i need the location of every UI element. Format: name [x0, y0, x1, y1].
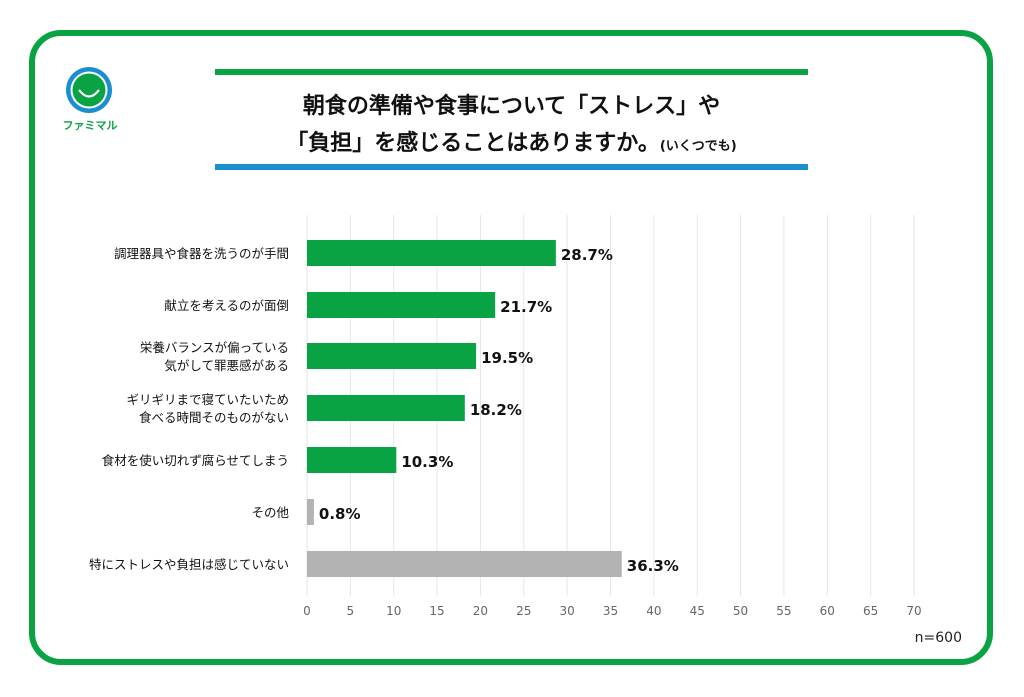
x-tick-label: 10 — [386, 604, 401, 618]
chart-title-note: (いくつでも) — [659, 139, 737, 154]
x-tick-label: 15 — [429, 604, 444, 618]
x-tick-label: 70 — [906, 604, 921, 618]
category-label-line: 栄養バランスが偏っている — [140, 340, 289, 355]
category-label-line: 気がして罪悪感がある — [164, 358, 289, 373]
category-label: 調理器具や食器を洗うのが手間 — [114, 246, 289, 261]
category-label-line: ギリギリまで寝ていたいため — [126, 392, 289, 407]
x-tick-label: 60 — [820, 604, 835, 618]
title-top-rule — [215, 69, 808, 75]
category-label: 特にストレスや負担は感じていない — [89, 557, 289, 572]
x-tick-label: 30 — [560, 604, 575, 618]
category-label: その他 — [251, 505, 289, 520]
x-tick-label: 0 — [303, 604, 311, 618]
data-label: 36.3% — [627, 557, 679, 575]
chart-title-line2: 「負担」を感じることはありますか。(いくつでも) — [215, 125, 808, 157]
bar — [307, 499, 314, 525]
bar — [307, 240, 556, 266]
category-label: 献立を考えるのが面倒 — [164, 298, 289, 313]
x-tick-label: 45 — [690, 604, 705, 618]
data-label: 0.8% — [319, 505, 361, 523]
bar — [307, 343, 477, 369]
x-tick-label: 55 — [776, 604, 791, 618]
category-label-line: 特にストレスや負担は感じていない — [89, 557, 289, 572]
category-label-line: 食材を使い切れず腐らせてしまう — [102, 453, 289, 468]
chart-title-line1: 朝食の準備や食事について「ストレス」や — [302, 94, 721, 119]
x-tick-label: 25 — [516, 604, 531, 618]
bar — [307, 551, 622, 577]
data-label: 21.7% — [500, 298, 552, 316]
category-label-line: その他 — [251, 505, 289, 520]
bar — [307, 395, 465, 421]
x-tick-label: 20 — [473, 604, 488, 618]
data-label: 28.7% — [561, 246, 613, 264]
frame-border — [29, 30, 993, 665]
category-label: 栄養バランスが偏っている気がして罪悪感がある — [140, 340, 289, 373]
logo-text: ファミマル — [62, 119, 118, 132]
data-label: 10.3% — [401, 453, 453, 471]
category-label-line: 調理器具や食器を洗うのが手間 — [114, 246, 289, 261]
chart-title-line2-text: 「負担」を感じることはありますか。 — [286, 131, 660, 156]
x-tick-label: 50 — [733, 604, 748, 618]
x-tick-label: 5 — [347, 604, 355, 618]
sample-size: n=600 — [914, 630, 962, 646]
category-label: 食材を使い切れず腐らせてしまう — [102, 453, 289, 468]
category-label-line: 献立を考えるのが面倒 — [164, 298, 289, 313]
x-tick-label: 35 — [603, 604, 618, 618]
title-bottom-rule — [215, 164, 808, 170]
category-label: ギリギリまで寝ていたいため食べる時間そのものがない — [126, 392, 289, 425]
bar — [307, 292, 496, 318]
famimaru-logo — [66, 67, 112, 113]
data-label: 18.2% — [470, 401, 522, 419]
x-tick-label: 40 — [646, 604, 661, 618]
data-label: 19.5% — [481, 349, 533, 367]
category-label-line: 食べる時間そのものがない — [139, 410, 289, 425]
x-tick-label: 65 — [863, 604, 878, 618]
bar — [307, 447, 397, 473]
